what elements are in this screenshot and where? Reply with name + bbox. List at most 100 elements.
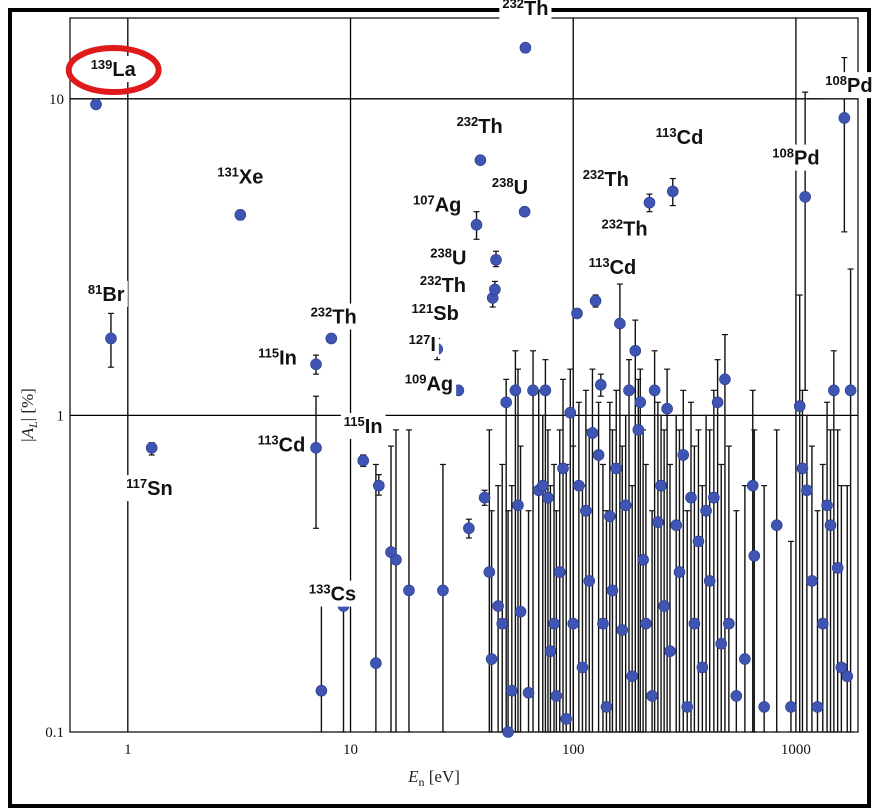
isotope-label-bg: [427, 244, 470, 271]
isotope-label-bg: [652, 123, 707, 150]
data-point: [629, 344, 642, 357]
data-point: [688, 617, 701, 630]
data-point: [492, 600, 504, 612]
isotope-label-bg: [305, 580, 360, 607]
data-point: [785, 701, 797, 713]
isotope-label-bg: [255, 344, 300, 371]
isotope-label-bg: [214, 163, 267, 190]
data-point: [506, 684, 518, 697]
data-point: [325, 332, 338, 345]
data-point: [646, 690, 658, 702]
data-point: [667, 185, 679, 198]
data-point: [483, 566, 496, 578]
isotope-label-text: 108Pd: [772, 146, 819, 170]
data-point: [746, 479, 759, 492]
isotope-label-bg: [307, 303, 360, 330]
data-point: [844, 384, 857, 397]
isotope-label: 121Sb: [408, 300, 462, 327]
x-axis-label: En [eV]: [407, 767, 460, 789]
data-point: [606, 584, 619, 597]
data-point: [502, 726, 514, 738]
figure-frame: [8, 8, 871, 808]
data-point: [637, 553, 649, 566]
isotope-label: 115In: [255, 344, 300, 371]
data-point: [315, 684, 328, 697]
isotope-label-text: 232Th: [583, 167, 629, 191]
data-point: [370, 657, 382, 669]
data-point: [589, 295, 602, 307]
isotope-label-bg: [410, 191, 465, 218]
data-point: [550, 690, 563, 702]
data-point: [681, 701, 694, 713]
isotope-label: 109Ag: [401, 370, 457, 397]
isotope-label-text: 107Ag: [413, 193, 461, 217]
isotope-label-text: 115In: [258, 345, 297, 369]
data-point: [539, 384, 552, 397]
isotope-label: 238U: [427, 244, 470, 271]
isotope-label-text: 81Br: [88, 282, 125, 306]
data-point: [824, 519, 837, 531]
isotope-label-text: 238U: [492, 175, 528, 199]
isotope-label-bg: [416, 272, 470, 299]
data-point: [711, 396, 724, 409]
data-point: [571, 307, 583, 320]
isotope-label-text: 115In: [344, 414, 383, 438]
data-point: [835, 661, 848, 674]
data-point: [310, 358, 322, 371]
isotope-label-text: 113Cd: [656, 125, 704, 149]
data-point: [145, 442, 158, 454]
isotope-label-text: 232Th: [502, 0, 548, 20]
isotope-label-bg: [453, 112, 506, 139]
data-point: [828, 384, 840, 397]
plot-border: [69, 17, 859, 733]
data-point: [640, 617, 652, 630]
data-point: [700, 504, 712, 517]
x-tick-label: 1000: [781, 742, 811, 758]
isotope-label-bg: [585, 253, 640, 280]
isotope-label: 108Pd: [769, 144, 823, 171]
isotope-label-text: 131Xe: [217, 165, 263, 189]
data-point: [616, 624, 629, 636]
data-point: [600, 701, 613, 713]
isotope-label-bg: [499, 0, 552, 21]
data-point: [527, 384, 539, 397]
data-point: [626, 670, 638, 683]
isotope-label: 127I: [405, 330, 439, 357]
data-point: [811, 701, 824, 713]
data-point: [821, 499, 833, 512]
data-point: [604, 510, 616, 523]
isotope-label: 113Cd: [585, 253, 640, 280]
data-point: [567, 617, 580, 630]
data-point: [619, 499, 632, 512]
data-point: [583, 575, 596, 587]
data-point: [463, 522, 475, 535]
data-point: [514, 605, 527, 618]
y-tick-label: 10: [49, 92, 64, 108]
data-point: [799, 191, 811, 203]
isotope-label-text: 232Th: [601, 217, 647, 241]
data-point: [793, 400, 806, 412]
data-point: [478, 491, 491, 504]
data-point: [652, 516, 664, 528]
data-point: [437, 584, 449, 597]
data-points: [90, 41, 857, 738]
data-point: [730, 690, 743, 702]
data-point: [748, 550, 761, 562]
isotope-label-bg: [579, 166, 632, 193]
isotope-label: 232Th: [453, 112, 506, 139]
data-point: [838, 112, 851, 124]
data-point: [580, 504, 592, 517]
isotope-label-bg: [87, 56, 140, 83]
data-point: [831, 562, 844, 574]
isotope-label: 113Cd: [652, 123, 707, 150]
data-point: [796, 462, 809, 475]
data-point: [509, 384, 522, 397]
isotope-label-bg: [822, 72, 876, 99]
isotope-label-text: 121Sb: [412, 301, 459, 325]
data-point: [576, 661, 589, 674]
highlight-circle: [65, 45, 162, 96]
isotope-label-text: 232Th: [311, 305, 357, 329]
isotope-label-bg: [488, 174, 532, 201]
data-point: [595, 378, 607, 391]
isotope-label: 139La: [65, 45, 162, 96]
